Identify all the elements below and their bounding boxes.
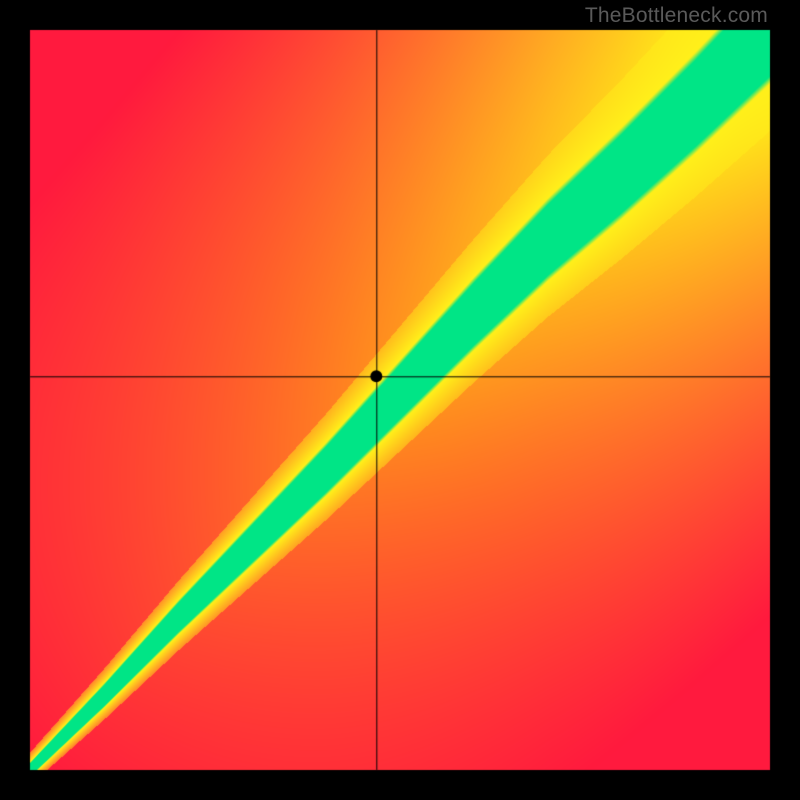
watermark-text: TheBottleneck.com	[585, 4, 768, 28]
chart-container: TheBottleneck.com	[0, 0, 800, 800]
overlay-canvas	[0, 0, 800, 800]
